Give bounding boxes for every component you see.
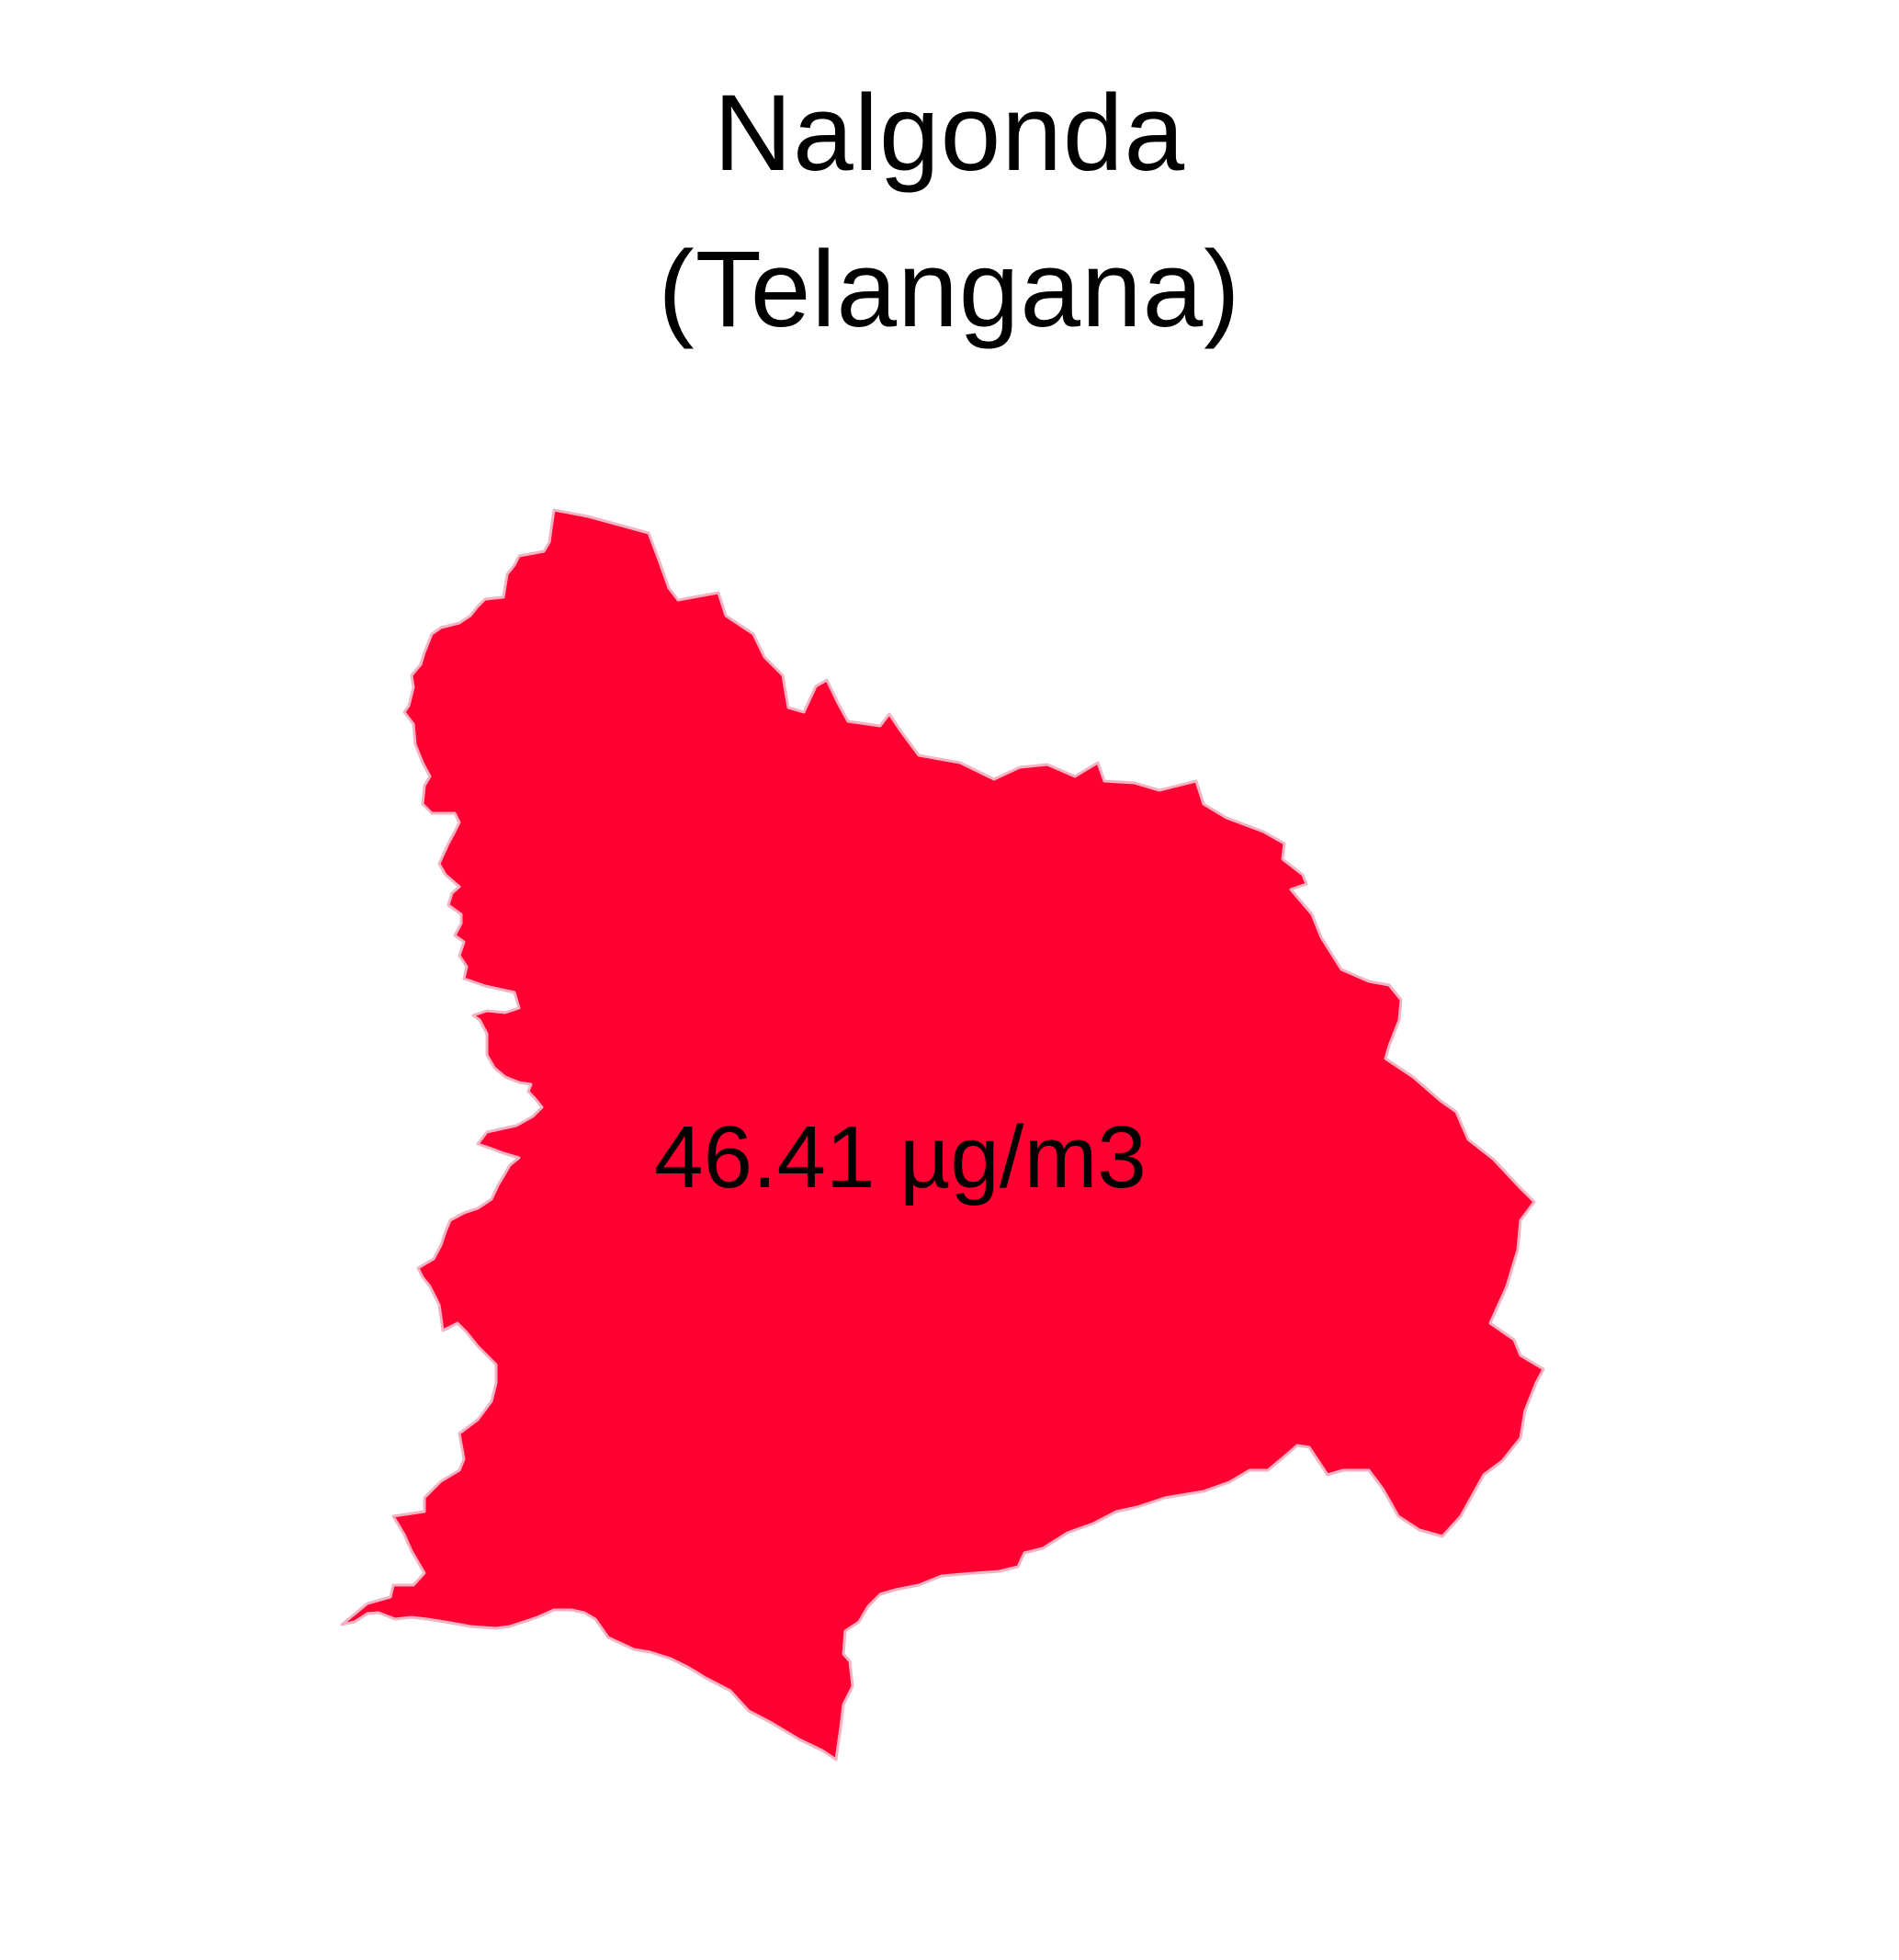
district-region xyxy=(340,508,1545,1762)
title-state: (Telangana) xyxy=(658,229,1241,350)
title-district: Nalgonda xyxy=(713,73,1186,194)
pm25-value-label: 46.41 µg/m3 xyxy=(654,1108,1147,1207)
map-title: Nalgonda (Telangana) xyxy=(0,55,1899,368)
